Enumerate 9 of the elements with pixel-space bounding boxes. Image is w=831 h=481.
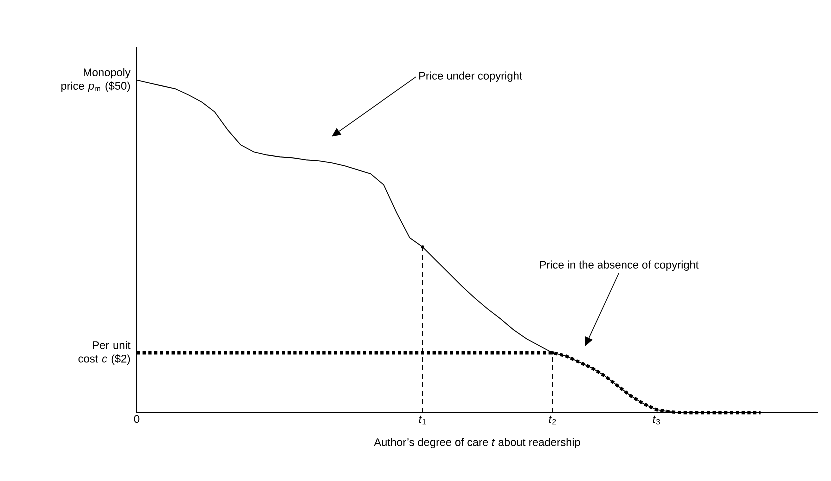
annotation: Price under copyright: [420, 72, 522, 82]
x-axis-title: Author’s degree of care t about readership: [374, 438, 580, 448]
text: Per unit cost c ($2): [78, 341, 131, 365]
text: Monopoly price p$_{m}$ ($50): [62, 68, 131, 92]
annotation: Price in the absence of copyright: [540, 260, 699, 272]
x-tick-label: 0: [134, 415, 140, 424]
x-tick-label: t$_{1}$: [419, 416, 426, 425]
x-tick-label: t$_{3}$: [653, 416, 660, 425]
x-tick-label: t$_{2}$: [549, 416, 556, 425]
